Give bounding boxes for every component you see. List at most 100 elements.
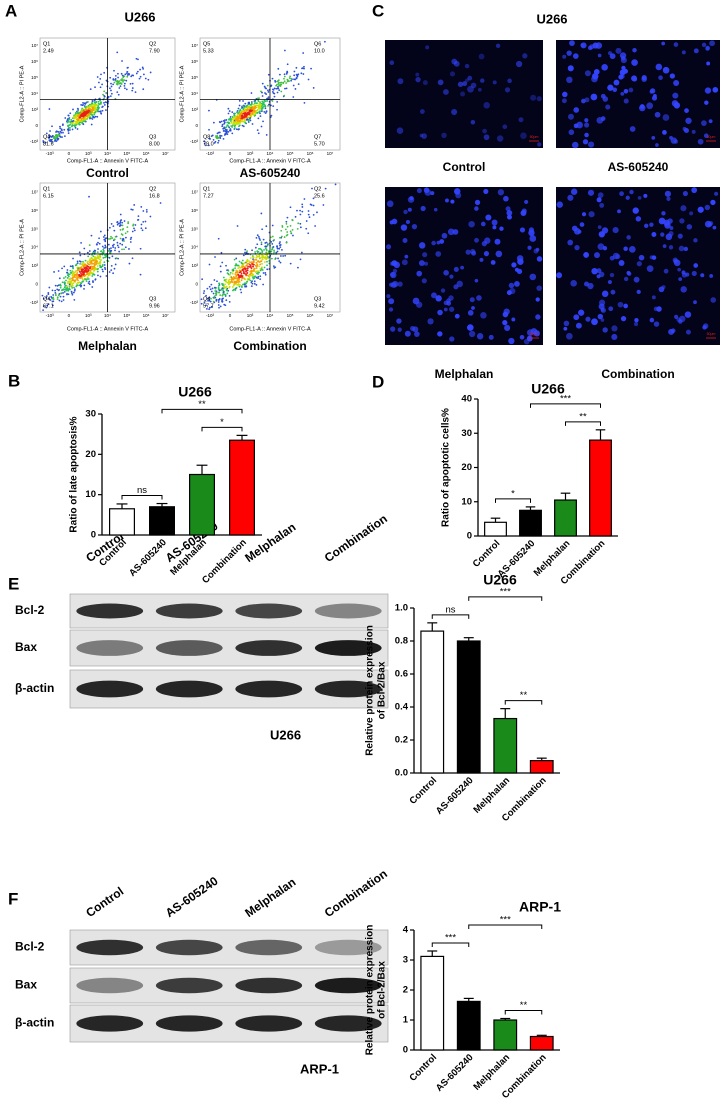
significance-bracket <box>469 597 542 601</box>
event-dot <box>249 271 251 273</box>
event-dot <box>72 129 74 131</box>
bar <box>494 1020 517 1050</box>
nucleus <box>511 318 515 322</box>
blot-band <box>76 604 143 619</box>
nucleus <box>435 295 441 301</box>
event-dot <box>251 92 253 94</box>
event-dot <box>268 250 270 252</box>
event-dot <box>124 83 126 85</box>
event-dot <box>124 85 126 87</box>
event-dot <box>272 78 274 80</box>
nucleus <box>402 259 408 265</box>
event-dot <box>68 117 70 119</box>
event-dot <box>216 136 218 138</box>
event-dot <box>64 135 66 137</box>
event-dot <box>251 280 253 282</box>
y-tick-label: 10⁴ <box>191 91 198 96</box>
nucleus <box>390 272 395 277</box>
event-dot <box>284 73 286 75</box>
event-dot <box>284 88 286 90</box>
event-dot <box>221 121 223 123</box>
nucleus <box>673 259 678 264</box>
event-dot <box>59 126 61 128</box>
event-dot <box>259 239 261 241</box>
bar <box>494 719 517 773</box>
event-dot <box>100 86 102 88</box>
event-dot <box>143 74 145 76</box>
event-dot <box>103 236 105 238</box>
event-dot <box>303 66 305 68</box>
event-dot <box>290 225 292 227</box>
event-dot <box>145 221 147 223</box>
event-dot <box>239 267 241 269</box>
event-dot <box>233 289 235 291</box>
event-dot <box>140 227 142 229</box>
event-dot <box>265 274 267 276</box>
event-dot <box>219 289 221 291</box>
event-dot <box>73 276 75 278</box>
nucleus <box>652 95 657 100</box>
event-dot <box>105 275 107 277</box>
quadrant-percent: 8.00 <box>149 141 160 147</box>
event-dot <box>287 226 289 228</box>
x-axis-label: Comp-FL1-A :: Annexin V FITC-A <box>67 158 149 164</box>
quadrant-id: Q1 <box>43 186 50 192</box>
event-dot <box>108 244 110 246</box>
x-tick-label: 10⁶ <box>307 313 314 318</box>
nucleus <box>398 328 402 332</box>
nucleus <box>624 89 629 94</box>
nucleus <box>562 92 568 98</box>
event-dot <box>314 225 316 227</box>
event-dot <box>74 279 76 281</box>
event-dot <box>69 273 71 275</box>
row-label: Bcl-2 <box>15 940 45 954</box>
nucleus <box>502 124 507 129</box>
event-dot <box>242 105 244 107</box>
event-dot <box>122 75 124 77</box>
significance-bracket <box>566 422 601 426</box>
event-dot <box>72 268 74 270</box>
event-dot <box>242 260 244 262</box>
nucleus <box>422 278 427 283</box>
nucleus <box>495 239 501 245</box>
nucleus <box>608 280 612 284</box>
event-dot <box>263 272 265 274</box>
scale-label: 50μm <box>707 135 716 139</box>
event-dot <box>300 258 302 260</box>
nucleus <box>389 307 393 311</box>
nucleus <box>401 224 407 230</box>
quadrant-percent: 57.7 <box>203 303 214 309</box>
event-dot <box>145 78 147 80</box>
nucleus <box>503 196 509 202</box>
event-dot <box>224 283 226 285</box>
nucleus <box>706 46 710 50</box>
event-dot <box>125 232 127 234</box>
x-axis-label: Comp-FL1-A :: Annexin V FITC-A <box>67 326 149 332</box>
nucleus <box>611 334 617 340</box>
nucleus <box>573 107 579 113</box>
nucleus <box>535 314 540 319</box>
event-dot <box>75 117 77 119</box>
event-dot <box>135 91 137 93</box>
event-dot <box>119 225 121 227</box>
event-dot <box>292 219 294 221</box>
significance-label: ** <box>520 1000 528 1011</box>
event-dot <box>213 301 215 303</box>
event-dot <box>218 307 220 309</box>
nucleus <box>602 227 608 233</box>
event-dot <box>257 129 259 131</box>
nucleus <box>597 268 602 273</box>
event-dot <box>50 296 52 298</box>
y-tick-label: 10³ <box>31 107 38 112</box>
nucleus <box>408 208 412 212</box>
nucleus <box>584 122 589 127</box>
event-dot <box>88 196 90 198</box>
row-label: Bax <box>15 978 37 992</box>
nucleus <box>588 211 594 217</box>
nucleus <box>591 94 598 101</box>
nucleus <box>651 136 655 140</box>
event-dot <box>316 211 318 213</box>
nucleus <box>449 307 454 312</box>
event-dot <box>126 73 128 75</box>
event-dot <box>132 75 134 77</box>
